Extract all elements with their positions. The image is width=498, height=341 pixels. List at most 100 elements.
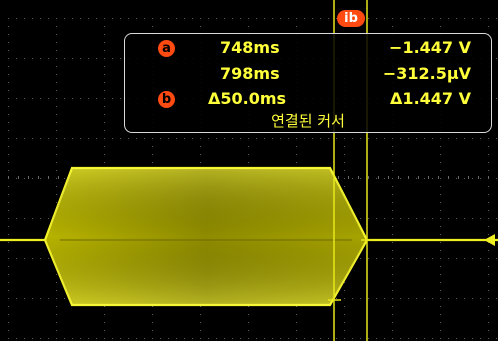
grid-dot xyxy=(8,26,9,27)
grid-dot xyxy=(56,322,57,323)
grid-dot xyxy=(48,338,49,339)
grid-dot xyxy=(56,162,57,163)
grid-dot xyxy=(24,138,25,139)
grid-dot xyxy=(280,338,281,339)
grid-dot xyxy=(312,338,313,339)
grid-dot xyxy=(88,58,89,59)
grid-dot xyxy=(488,322,489,323)
grid-dot xyxy=(432,258,433,259)
grid-dot xyxy=(392,322,393,323)
grid-dot xyxy=(464,338,465,339)
grid-dot xyxy=(392,274,393,275)
left-pointing-arrow-icon[interactable] xyxy=(484,234,495,246)
grid-center-tick xyxy=(348,176,349,179)
grid-dot xyxy=(456,338,457,339)
grid-dot xyxy=(104,66,105,67)
grid-dot xyxy=(72,138,73,139)
grid-dot xyxy=(400,18,401,19)
grid-dot xyxy=(240,338,241,339)
grid-dot xyxy=(440,282,441,283)
grid-dot xyxy=(8,90,9,91)
grid-dot xyxy=(488,138,489,139)
grid-dot xyxy=(112,138,113,139)
grid-dot xyxy=(376,218,377,219)
grid-dot xyxy=(32,338,33,339)
grid-dot xyxy=(104,50,105,51)
grid-dot xyxy=(8,146,9,147)
grid-dot xyxy=(16,338,17,339)
grid-dot xyxy=(440,138,441,139)
grid-dot xyxy=(328,18,329,19)
grid-dot xyxy=(200,338,201,339)
grid-dot xyxy=(248,138,249,139)
grid-dot xyxy=(352,298,353,299)
grid-dot xyxy=(344,338,345,339)
grid-dot xyxy=(8,250,9,251)
grid-dot xyxy=(136,338,137,339)
grid-dot xyxy=(440,322,441,323)
grid-dot xyxy=(32,218,33,219)
grid-dot xyxy=(440,210,441,211)
grid-dot xyxy=(344,154,345,155)
grid-dot xyxy=(120,18,121,19)
grid-dot xyxy=(440,202,441,203)
grid-dot xyxy=(64,338,65,339)
grid-dot xyxy=(88,98,89,99)
burst-envelope-shading xyxy=(45,168,367,305)
grid-dot xyxy=(152,162,153,163)
grid-dot xyxy=(352,138,353,139)
grid-dot xyxy=(56,274,57,275)
grid-dot xyxy=(120,98,121,99)
grid-dot xyxy=(448,338,449,339)
grid-dot xyxy=(464,138,465,139)
grid-dot xyxy=(400,298,401,299)
grid-dot xyxy=(40,58,41,59)
grid-dot xyxy=(32,98,33,99)
grid-dot xyxy=(104,330,105,331)
grid-dot xyxy=(152,146,153,147)
grid-dot xyxy=(248,322,249,323)
grid-dot xyxy=(104,314,105,315)
grid-dot xyxy=(416,138,417,139)
grid-dot xyxy=(416,18,417,19)
linked-cursors-caption: 연결된 커서 xyxy=(271,112,345,130)
grid-dot xyxy=(400,258,401,259)
grid-dot xyxy=(440,226,441,227)
grid-center-tick xyxy=(368,176,369,179)
grid-dot xyxy=(8,258,9,259)
grid-dot xyxy=(104,162,105,163)
grid-dot xyxy=(120,58,121,59)
grid-dot xyxy=(80,98,81,99)
grid-dot xyxy=(8,282,9,283)
grid-dot xyxy=(264,138,265,139)
grid-dot xyxy=(480,178,481,179)
grid-dot xyxy=(384,138,385,139)
grid-center-tick xyxy=(448,176,449,179)
grid-dot xyxy=(328,338,329,339)
grid-dot xyxy=(272,138,273,139)
grid-center-tick xyxy=(358,176,359,179)
grid-dot xyxy=(320,18,321,19)
grid-dot xyxy=(104,322,105,323)
grid-dot xyxy=(104,154,105,155)
grid-dot xyxy=(56,298,57,299)
grid-center-tick xyxy=(388,176,389,179)
grid-dot xyxy=(432,178,433,179)
grid-dot xyxy=(368,138,369,139)
grid-dot xyxy=(344,282,345,283)
grid-dot xyxy=(352,178,353,179)
grid-dot xyxy=(8,106,9,107)
grid-dot xyxy=(448,18,449,19)
grid-dot xyxy=(240,18,241,19)
grid-dot xyxy=(104,74,105,75)
grid-dot xyxy=(16,298,17,299)
grid-dot xyxy=(488,162,489,163)
grid-dot xyxy=(8,186,9,187)
grid-dot xyxy=(424,258,425,259)
grid-dot xyxy=(56,82,57,83)
grid-dot xyxy=(400,218,401,219)
grid-dot xyxy=(440,274,441,275)
grid-dot xyxy=(392,266,393,267)
grid-center-tick xyxy=(418,176,419,179)
grid-dot xyxy=(56,138,57,139)
